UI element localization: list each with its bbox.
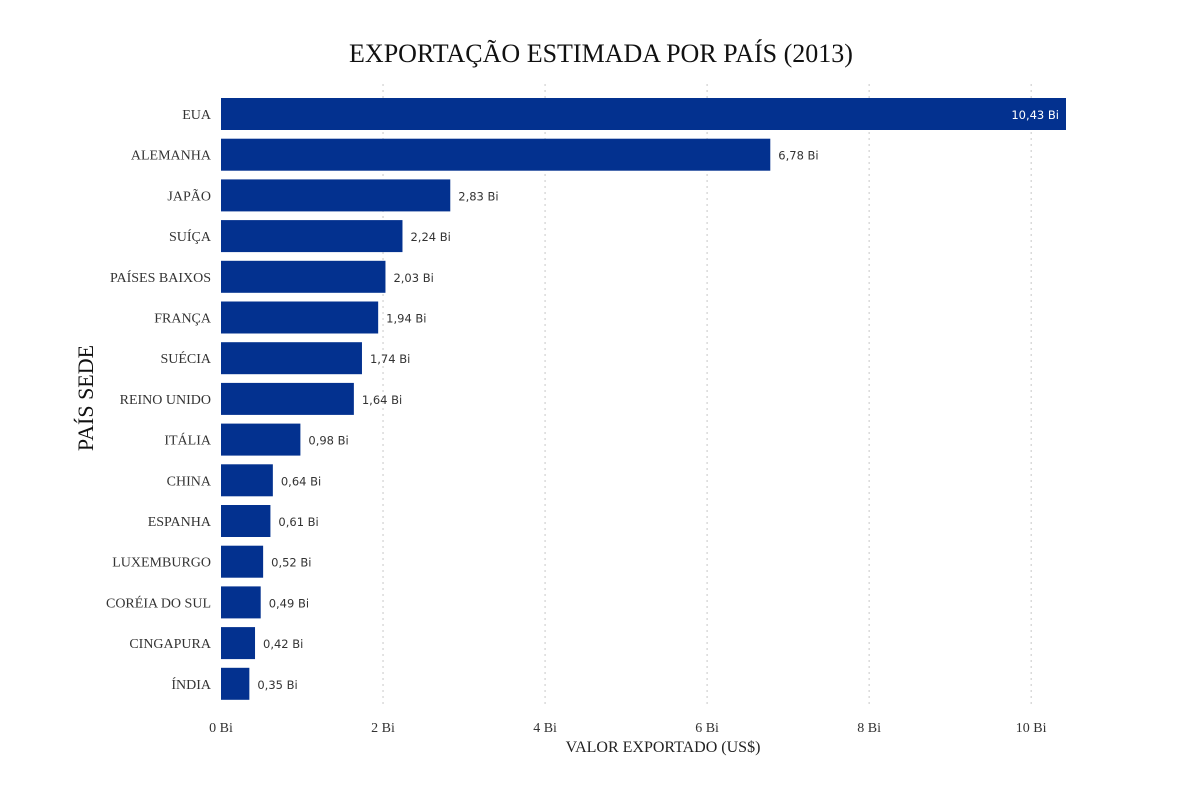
bar — [221, 464, 273, 497]
x-tick-labels: 0 Bi 2 Bi 4 Bi 6 Bi 8 Bi 10 Bi — [209, 721, 1047, 736]
x-tick-label: 2 Bi — [371, 721, 395, 736]
data-label: 1,64 Bi — [362, 393, 402, 407]
data-label: 0,49 Bi — [269, 596, 309, 610]
category-label: PAÍSES BAIXOS — [110, 269, 211, 286]
data-label: 0,61 Bi — [278, 515, 318, 529]
data-label: 1,94 Bi — [386, 312, 426, 326]
data-label: 0,98 Bi — [308, 434, 348, 448]
y-axis-label: PAÍS SEDE — [73, 345, 98, 451]
data-labels: 10,43 Bi 6,78 Bi 2,83 Bi 2,24 Bi 2,03 Bi 1,94… — [257, 108, 1059, 692]
category-label: SUÍÇA — [169, 228, 212, 245]
category-label: SUÉCIA — [160, 350, 211, 367]
bar — [221, 505, 271, 537]
category-label: REINO UNIDO — [120, 393, 211, 408]
bar — [221, 586, 261, 619]
bar — [221, 545, 264, 578]
bar — [221, 220, 403, 253]
bar — [221, 301, 379, 334]
bar — [221, 179, 451, 212]
category-label: CHINA — [167, 474, 212, 489]
bar — [221, 423, 301, 456]
category-label: ÍNDIA — [171, 676, 212, 693]
data-label: 2,83 Bi — [458, 189, 498, 203]
category-label: ESPANHA — [148, 515, 212, 530]
bar — [221, 260, 386, 293]
bar — [221, 98, 1066, 130]
category-label: JAPÃO — [167, 188, 211, 204]
category-label: CINGAPURA — [129, 637, 212, 652]
category-label: ALEMANHA — [131, 149, 212, 164]
x-axis-label: VALOR EXPORTADO (US$) — [566, 739, 761, 756]
category-label: CORÉIA DO SUL — [106, 594, 211, 611]
bar — [221, 342, 362, 375]
data-label: 0,52 Bi — [271, 556, 311, 570]
data-label: 0,42 Bi — [263, 637, 303, 651]
category-label: FRANÇA — [154, 312, 212, 327]
bar — [221, 627, 256, 660]
category-label: EUA — [182, 108, 212, 123]
x-tick-label: 6 Bi — [695, 721, 719, 736]
data-label: 0,64 Bi — [281, 474, 321, 488]
x-tick-label: 8 Bi — [857, 721, 881, 736]
data-label: 10,43 Bi — [1011, 108, 1059, 122]
bars — [221, 98, 1066, 700]
x-tick-label: 10 Bi — [1016, 721, 1047, 736]
category-label: ITÁLIA — [164, 432, 212, 449]
bar — [221, 138, 771, 171]
x-tick-label: 4 Bi — [533, 721, 557, 736]
gridlines — [382, 84, 1032, 706]
x-tick-label: 0 Bi — [209, 721, 233, 736]
data-label: 1,74 Bi — [370, 352, 410, 366]
data-label: 0,35 Bi — [257, 678, 297, 692]
data-label: 2,24 Bi — [410, 230, 450, 244]
bar — [221, 667, 250, 700]
category-label: LUXEMBURGO — [112, 556, 211, 571]
data-label: 6,78 Bi — [778, 149, 818, 163]
data-label: 2,03 Bi — [393, 271, 433, 285]
bar — [221, 382, 354, 415]
chart-title: EXPORTAÇÃO ESTIMADA POR PAÍS (2013) — [349, 39, 853, 68]
category-labels: EUA ALEMANHA JAPÃO SUÍÇA PAÍSES BAIXOS FRANÇA… — [106, 108, 212, 693]
